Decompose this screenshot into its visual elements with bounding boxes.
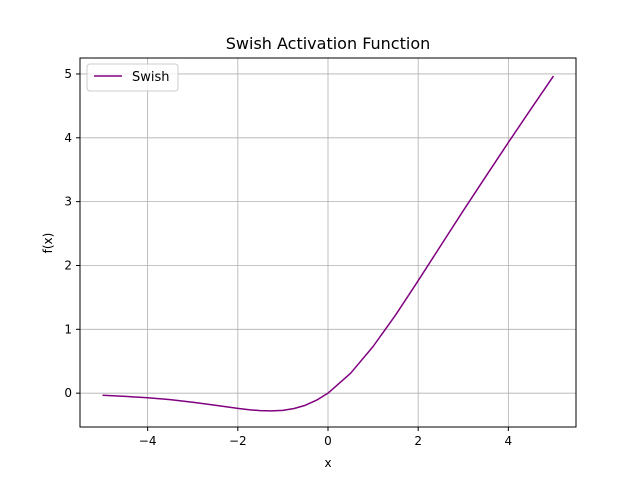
- series-layer: [102, 75, 555, 412]
- y-tick-label: 5: [64, 67, 72, 81]
- legend: Swish: [86, 63, 179, 92]
- y-tick-label: 1: [64, 322, 72, 336]
- x-tick-label: 0: [324, 434, 332, 448]
- series-line-swish: [102, 75, 555, 412]
- y-tick-label: 2: [64, 258, 72, 272]
- x-tick-label: −4: [139, 434, 157, 448]
- y-tick-label: 3: [64, 195, 72, 209]
- x-tick-label: 4: [505, 434, 513, 448]
- y-axis-label: f(x): [41, 233, 55, 254]
- grid-lines: [80, 58, 576, 427]
- legend-box: [86, 63, 179, 92]
- x-tick-label: 2: [414, 434, 422, 448]
- axis-ticks: −4 −2 0 2 4 0 1 2 3 4 5: [64, 67, 512, 448]
- y-tick-label: 4: [64, 131, 72, 145]
- chart-title: Swish Activation Function: [226, 34, 431, 53]
- y-tick-label: 0: [64, 386, 72, 400]
- legend-label-swish: Swish: [132, 70, 170, 85]
- x-tick-label: −2: [229, 434, 247, 448]
- x-axis-label: x: [324, 456, 331, 470]
